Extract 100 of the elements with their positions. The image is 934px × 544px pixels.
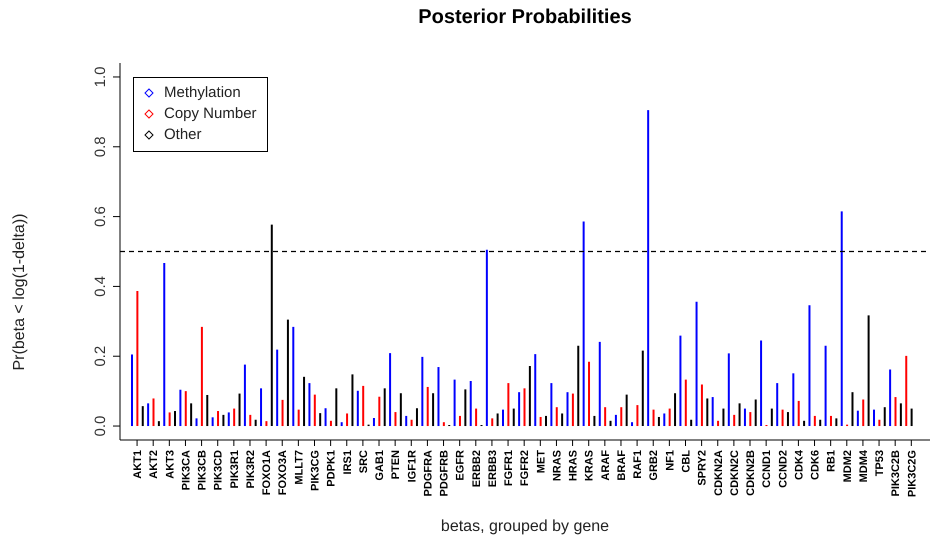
bar (738, 403, 741, 426)
bar (136, 290, 138, 426)
x-tick-label: MDM4 (858, 449, 870, 482)
bar (626, 394, 628, 426)
bar (200, 326, 203, 426)
x-tick-label: MDM2 (842, 450, 854, 482)
bar (512, 408, 515, 426)
x-tick-label: ARAF (600, 450, 612, 481)
x-tick-label: GRB2 (648, 450, 660, 481)
bar (663, 413, 666, 426)
bar (426, 386, 429, 426)
bar (700, 384, 703, 426)
x-tick-label: MLLT7 (293, 450, 306, 485)
bar (335, 388, 338, 426)
y-axis-title: Pr(beta < log(1-delta)) (11, 213, 29, 370)
legend-label: Methylation (164, 83, 241, 103)
bar (475, 408, 478, 426)
bar (454, 380, 456, 426)
bar (647, 110, 650, 426)
x-tick-label: PDPK1 (326, 450, 338, 487)
bar (550, 383, 552, 426)
bar (528, 366, 531, 426)
bar (286, 320, 289, 426)
x-tick-label: AKT3 (164, 450, 176, 479)
bar (292, 326, 294, 426)
bar (862, 400, 864, 426)
bar (540, 416, 542, 426)
bar (179, 390, 182, 426)
x-tick-label: FOXO3A (277, 450, 290, 496)
x-tick-label: ERBB2 (470, 450, 483, 488)
bar (458, 416, 461, 426)
x-tick-label: PDGFRB (438, 450, 451, 496)
bar (717, 420, 720, 426)
bar (856, 410, 859, 426)
x-tick-label: FGFR1 (503, 450, 516, 486)
x-tick-label: PIK3CG (309, 450, 322, 491)
bar (614, 414, 617, 426)
bar (470, 381, 472, 426)
x-tick-label: NRAS (551, 450, 564, 482)
x-tick-label: CCND1 (761, 450, 774, 488)
bar (712, 397, 714, 426)
bar (658, 416, 660, 426)
bar (561, 413, 564, 426)
bar (152, 398, 155, 426)
bar (588, 362, 590, 426)
x-tick-label: GAB1 (374, 450, 386, 481)
bar (405, 416, 408, 426)
bar (674, 393, 676, 426)
bar (840, 211, 843, 426)
bar (131, 354, 133, 426)
bar (378, 396, 380, 426)
x-tick-label: CDK4 (793, 449, 806, 480)
x-tick-label: PDGFRA (422, 450, 434, 496)
bar (728, 353, 730, 426)
bar (593, 416, 596, 426)
bar (631, 422, 634, 426)
x-tick-label: SRC (358, 450, 370, 474)
bar (502, 410, 504, 426)
bar (652, 410, 655, 426)
bar (356, 390, 359, 426)
legend-label: Other (164, 125, 202, 145)
bar (384, 388, 386, 426)
x-tick-label: RAF1 (632, 450, 644, 479)
bar (362, 386, 364, 426)
bar (346, 413, 348, 426)
bar (340, 422, 343, 426)
bar (610, 420, 612, 426)
bar (206, 394, 208, 426)
bar (196, 418, 198, 426)
bar (330, 420, 332, 426)
x-tick-label: FOXO1A (261, 450, 274, 496)
y-tick-label: 0.0 (92, 416, 109, 436)
bar (572, 394, 574, 426)
x-tick-label: CDKN2B (745, 450, 758, 496)
bar (604, 407, 606, 426)
bar (900, 403, 902, 426)
bar (518, 392, 520, 426)
x-tick-label: PIK3CD (212, 450, 225, 490)
y-tick-label: 0.4 (92, 276, 109, 297)
bar (733, 414, 736, 426)
bar (534, 354, 536, 426)
bar (792, 373, 794, 426)
bar (372, 418, 375, 426)
bar (174, 411, 176, 426)
bar (233, 408, 236, 426)
x-tick-label: PIK3CA (180, 450, 192, 490)
bar (147, 403, 150, 426)
bar (798, 400, 800, 426)
x-tick-label: CCND2 (777, 450, 790, 488)
bar (496, 413, 499, 426)
bar (442, 422, 445, 426)
bar (706, 398, 708, 426)
bar (298, 410, 300, 426)
bar (190, 403, 192, 426)
bar (491, 418, 494, 426)
bar (744, 408, 746, 426)
bar (910, 408, 913, 426)
x-axis-title: betas, grouped by gene (440, 518, 610, 536)
bar (319, 413, 322, 426)
bar (819, 420, 822, 426)
